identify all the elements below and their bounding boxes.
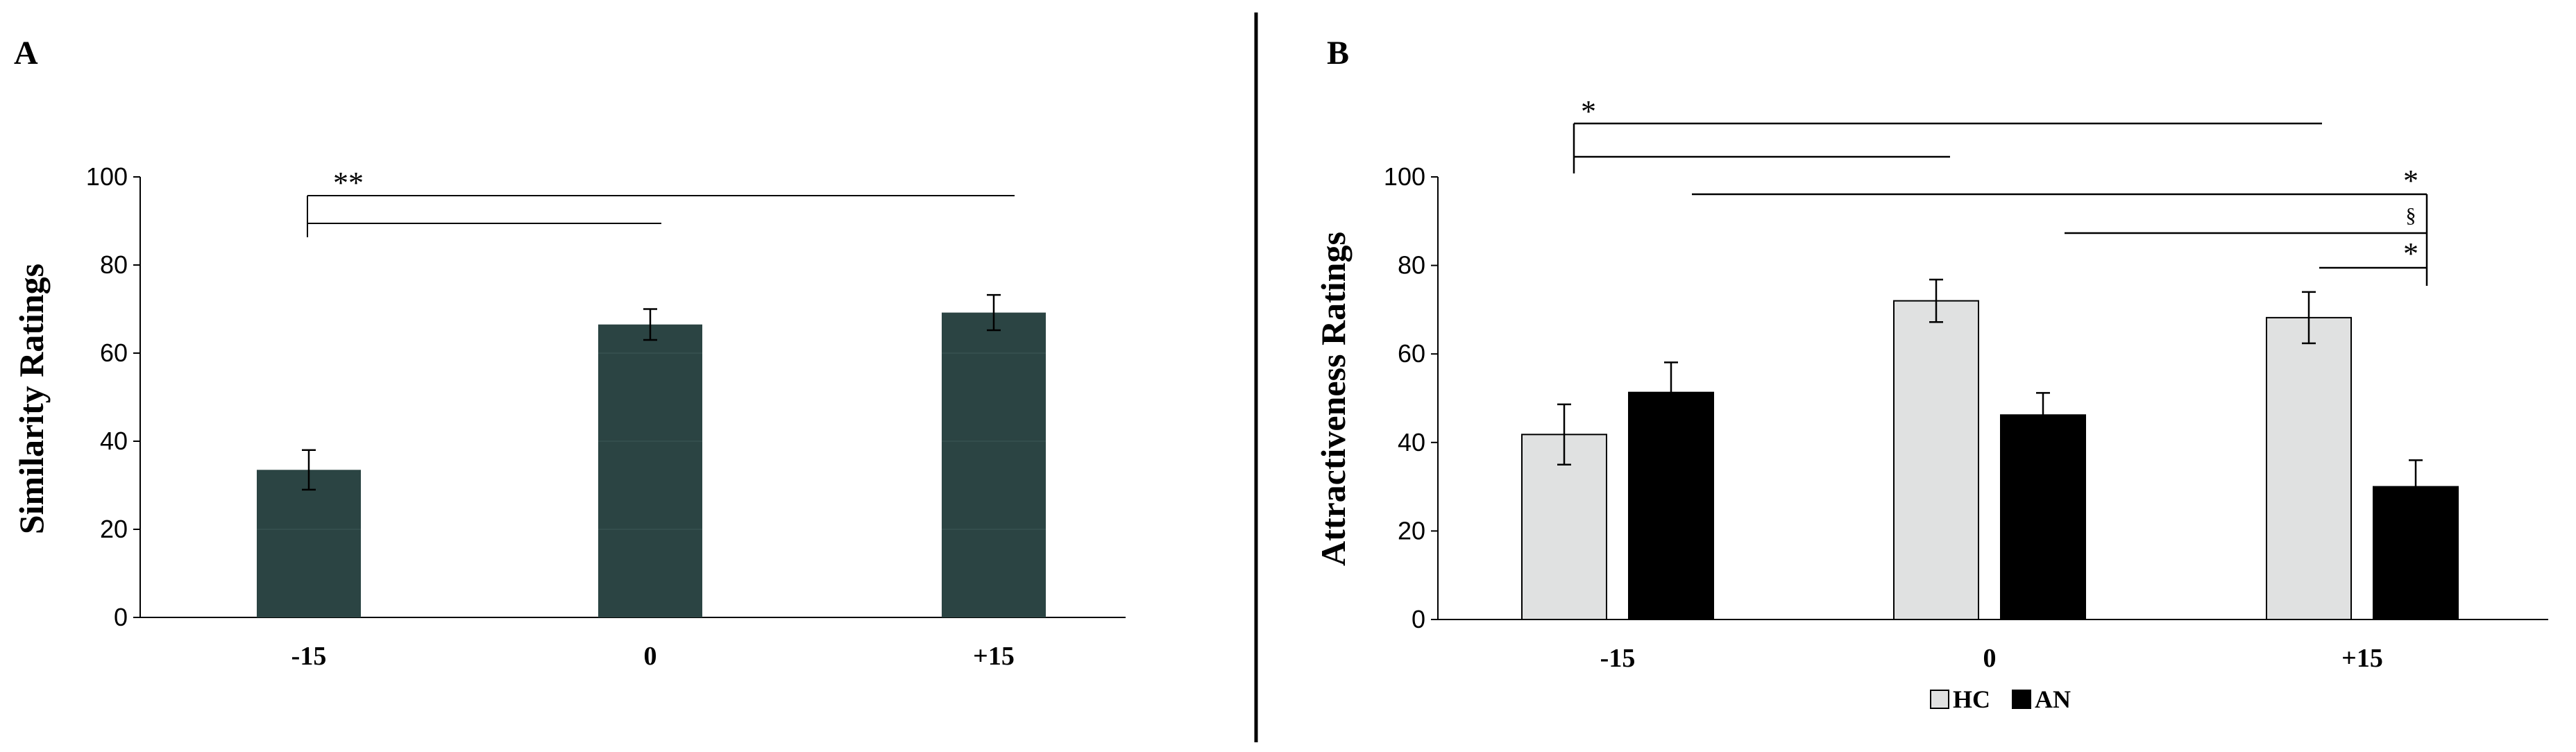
chart-a-ytick-label: 40 [100,427,128,455]
chart-b-sig-label-5: * [2403,237,2418,271]
chart-a-ytick-label: 0 [114,603,128,631]
chart-b-ylabel: Attractiveness Ratings [1314,232,1353,566]
chart-a-ytick-label: 20 [100,515,128,543]
chart-a-sig-label: ** [333,166,364,200]
chart-b-bar-an-cat1 [2000,414,2086,621]
chart-a-ytick-label: 80 [100,250,128,279]
chart-a-ytick-label: 60 [100,339,128,367]
legend-label-an: AN [2035,685,2071,713]
chart-a-bar-cat2 [942,312,1046,617]
panel-a-letter: A [14,35,38,71]
chart-a-xtick-label: -15 [291,642,327,671]
panel-b-letter: B [1327,35,1349,71]
chart-a-ytick-label: 100 [86,162,128,191]
legend-label-hc: HC [1953,685,1990,713]
chart-b-ytick-label: 100 [1384,162,1425,191]
chart-a-bar-cat0 [257,470,361,617]
chart-b-sig-label-3: * [2403,164,2418,198]
chart-b-bar-an-cat0 [1628,391,1714,620]
chart-a-ylabel: Similarity Ratings [12,264,51,534]
chart-b-bar-hc-cat1 [1893,300,1979,620]
chart-panel-a: Similarity Ratings 0 20 40 60 80 100 -15 0 +15 ** [12,162,1126,671]
chart-b-bar-hc-cat2 [2266,316,2352,620]
chart-a-bar-cat1 [598,324,702,617]
chart-b-xtick-label: -15 [1600,644,1636,673]
chart-b-ytick-label: 40 [1398,428,1425,456]
chart-b-ytick-label: 80 [1398,251,1425,280]
chart-a-xtick-label: +15 [973,642,1015,671]
chart-b-xtick-label: 0 [1983,644,1997,673]
chart-b-ytick-label: 0 [1412,605,1425,633]
chart-b-sig-label-4: § [2406,204,2416,227]
legend-swatch-hc [1930,690,1949,709]
chart-b-ytick-label: 60 [1398,339,1425,368]
chart-panel-b: Attractiveness Ratings HC AN 0 20 40 60 80 10… [1314,94,2548,713]
chart-a-xtick-label: 0 [644,642,657,671]
chart-b-xtick-label: +15 [2341,644,2383,673]
chart-b-sig-label-1: * [1581,94,1596,128]
chart-b-ytick-label: 20 [1398,516,1425,545]
chart-b-legend: HC AN [1930,685,2071,713]
legend-swatch-an [2012,690,2031,709]
